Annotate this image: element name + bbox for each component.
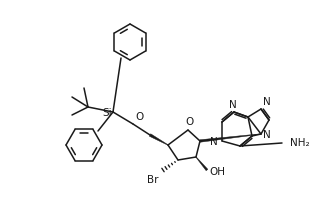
Text: N: N: [229, 100, 237, 110]
Text: OH: OH: [209, 167, 225, 177]
Polygon shape: [149, 134, 168, 145]
Text: O: O: [135, 112, 143, 122]
Polygon shape: [200, 134, 261, 142]
Text: N: N: [210, 137, 218, 147]
Text: N: N: [263, 130, 271, 140]
Polygon shape: [196, 157, 208, 171]
Text: O: O: [186, 117, 194, 127]
Text: Si: Si: [102, 108, 112, 118]
Text: Br: Br: [146, 175, 158, 185]
Text: N: N: [263, 97, 271, 107]
Text: NH₂: NH₂: [290, 138, 310, 148]
